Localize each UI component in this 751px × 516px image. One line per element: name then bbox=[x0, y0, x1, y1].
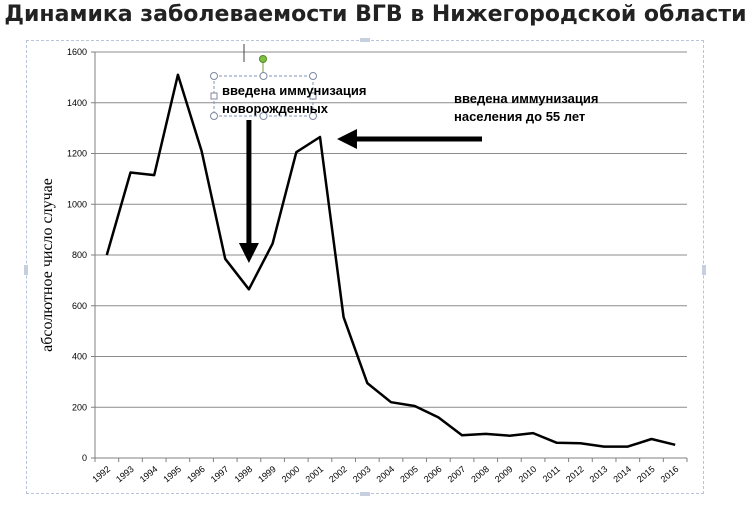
x-tick-label: 2008 bbox=[469, 464, 491, 485]
x-tick-label: 2005 bbox=[398, 464, 420, 485]
x-tick-label: 2000 bbox=[280, 464, 302, 485]
y-tick-label: 600 bbox=[72, 301, 87, 311]
frame-handle-top[interactable] bbox=[360, 38, 370, 42]
x-tick-label: 2001 bbox=[303, 464, 325, 485]
resize-handle[interactable] bbox=[210, 112, 218, 120]
annotation-text-immunization-newborns: новорожденных bbox=[222, 101, 329, 116]
x-tick-label: 1995 bbox=[161, 464, 183, 485]
x-tick-label: 2014 bbox=[611, 464, 633, 485]
resize-handle[interactable] bbox=[210, 72, 218, 80]
data-point bbox=[271, 242, 275, 246]
data-point bbox=[649, 437, 653, 441]
data-point bbox=[105, 253, 109, 257]
data-point bbox=[152, 173, 156, 177]
y-tick-label: 200 bbox=[72, 402, 87, 412]
y-tick-label: 1600 bbox=[67, 47, 87, 57]
annotation-text-immunization-adults: введена иммунизация bbox=[454, 91, 598, 106]
annotation-text-immunization-adults: населения до 55 лет bbox=[454, 109, 585, 124]
x-tick-label: 1992 bbox=[90, 464, 112, 485]
data-point bbox=[223, 257, 227, 261]
data-point bbox=[365, 381, 369, 385]
x-tick-label: 1998 bbox=[232, 464, 254, 485]
x-tick-label: 2011 bbox=[541, 464, 562, 484]
data-point bbox=[436, 415, 440, 419]
x-tick-label: 2007 bbox=[446, 464, 468, 485]
y-tick-label: 1000 bbox=[67, 199, 87, 209]
data-point bbox=[602, 445, 606, 449]
data-point bbox=[460, 433, 464, 437]
data-point bbox=[673, 443, 677, 447]
resize-handle[interactable] bbox=[210, 92, 218, 100]
frame-handle-right[interactable] bbox=[702, 265, 706, 275]
data-point bbox=[294, 150, 298, 154]
slide-title: Динамика заболеваемости ВГВ в Нижегородс… bbox=[4, 2, 747, 27]
x-tick-label: 2003 bbox=[351, 464, 373, 485]
x-tick-label: 2002 bbox=[327, 464, 349, 485]
x-tick-label: 2016 bbox=[659, 464, 681, 485]
data-point bbox=[507, 434, 511, 438]
x-tick-label: 1999 bbox=[256, 464, 278, 485]
data-point bbox=[555, 441, 559, 445]
x-tick-label: 2013 bbox=[588, 464, 610, 485]
y-tick-label: 1400 bbox=[67, 98, 87, 108]
x-tick-label: 2006 bbox=[422, 464, 444, 485]
rotate-handle[interactable] bbox=[259, 55, 267, 63]
annotation-text-immunization-newborns: введена иммунизация bbox=[222, 83, 366, 98]
data-point bbox=[342, 315, 346, 319]
data-point bbox=[484, 432, 488, 436]
x-tick-label: 1997 bbox=[209, 464, 231, 485]
frame-handle-left[interactable] bbox=[24, 265, 28, 275]
y-tick-label: 1200 bbox=[67, 149, 87, 159]
resize-handle[interactable] bbox=[309, 112, 317, 120]
chart-frame[interactable] bbox=[24, 38, 706, 496]
resize-handle[interactable] bbox=[259, 72, 268, 80]
data-point bbox=[200, 149, 204, 153]
data-point bbox=[626, 445, 630, 449]
x-tick-label: 2015 bbox=[635, 464, 657, 485]
x-tick-label: 2010 bbox=[517, 464, 539, 485]
x-tick-label: 2012 bbox=[564, 464, 586, 485]
x-tick-label: 2004 bbox=[375, 464, 397, 485]
data-point bbox=[129, 171, 133, 175]
data-point bbox=[318, 135, 322, 139]
data-point bbox=[176, 73, 180, 77]
resize-handle[interactable] bbox=[259, 112, 268, 120]
y-tick-label: 400 bbox=[72, 352, 87, 362]
resize-handle[interactable] bbox=[309, 72, 317, 80]
x-tick-label: 2009 bbox=[493, 464, 515, 485]
x-tick-label: 1996 bbox=[185, 464, 207, 485]
y-axis-label: абсолютное число случае bbox=[39, 178, 56, 352]
data-series-line bbox=[105, 73, 676, 448]
frame-handle-bottom[interactable] bbox=[360, 492, 370, 496]
x-tick-label: 1994 bbox=[138, 464, 160, 485]
y-tick-label: 0 bbox=[82, 453, 87, 463]
data-point bbox=[578, 441, 582, 445]
data-point bbox=[389, 400, 393, 404]
data-point bbox=[413, 404, 417, 408]
x-tick-label: 1993 bbox=[114, 464, 136, 485]
y-tick-label: 800 bbox=[72, 250, 87, 260]
data-point bbox=[531, 431, 535, 435]
resize-handle[interactable] bbox=[309, 92, 317, 100]
data-point bbox=[247, 287, 251, 291]
